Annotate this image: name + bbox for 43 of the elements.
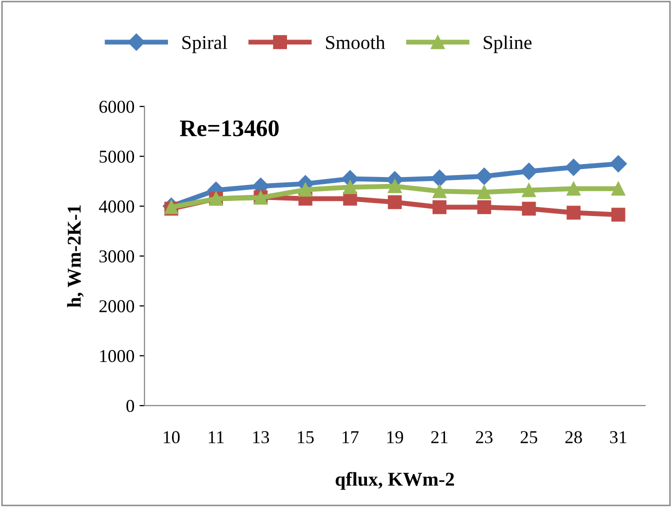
x-axis-title: qflux, KWm-2 xyxy=(336,472,454,490)
x-tick-label: 28 xyxy=(565,431,582,444)
x-tick-label: 21 xyxy=(431,431,448,444)
x-tick-label: 13 xyxy=(253,431,270,444)
legend-label: Smooth xyxy=(326,35,386,50)
point xyxy=(611,208,626,222)
point xyxy=(611,182,626,196)
y-tick-label: 4000 xyxy=(99,200,134,213)
point xyxy=(610,155,627,172)
point xyxy=(388,195,402,210)
point xyxy=(566,182,581,196)
x-tick-label: 23 xyxy=(476,431,493,444)
y-tick-label: 1000 xyxy=(100,350,134,362)
y-axis-title: h, Wm-2K-1 xyxy=(67,205,84,308)
legend-label: Spline xyxy=(484,35,532,54)
point xyxy=(432,200,446,214)
y-tick-label: 6000 xyxy=(99,100,134,113)
point xyxy=(476,168,493,185)
point xyxy=(432,184,446,198)
point xyxy=(565,158,582,176)
y-tick-label: 3000 xyxy=(100,250,134,262)
legend-label: Spiral xyxy=(182,35,228,54)
point xyxy=(298,182,312,197)
x-tick-label: 10 xyxy=(164,431,180,444)
point xyxy=(520,162,538,180)
y-tick-label: 2000 xyxy=(99,300,134,312)
point xyxy=(477,200,492,214)
point xyxy=(566,206,581,220)
point xyxy=(430,170,448,187)
x-tick-label: 25 xyxy=(520,431,538,444)
point xyxy=(477,185,492,200)
point xyxy=(522,202,536,216)
point xyxy=(388,179,402,194)
x-tick-label: 31 xyxy=(610,431,626,444)
x-tick-label: 11 xyxy=(208,431,224,444)
point xyxy=(522,183,536,198)
y-tick-label: 5000 xyxy=(100,150,134,163)
x-tick-label: 17 xyxy=(342,431,359,444)
x-tick-label: 15 xyxy=(298,431,314,444)
annotation: Re=13460 xyxy=(180,120,279,136)
point xyxy=(343,180,358,194)
x-tick-label: 19 xyxy=(387,431,404,444)
y-tick-label: 0 xyxy=(126,400,134,412)
